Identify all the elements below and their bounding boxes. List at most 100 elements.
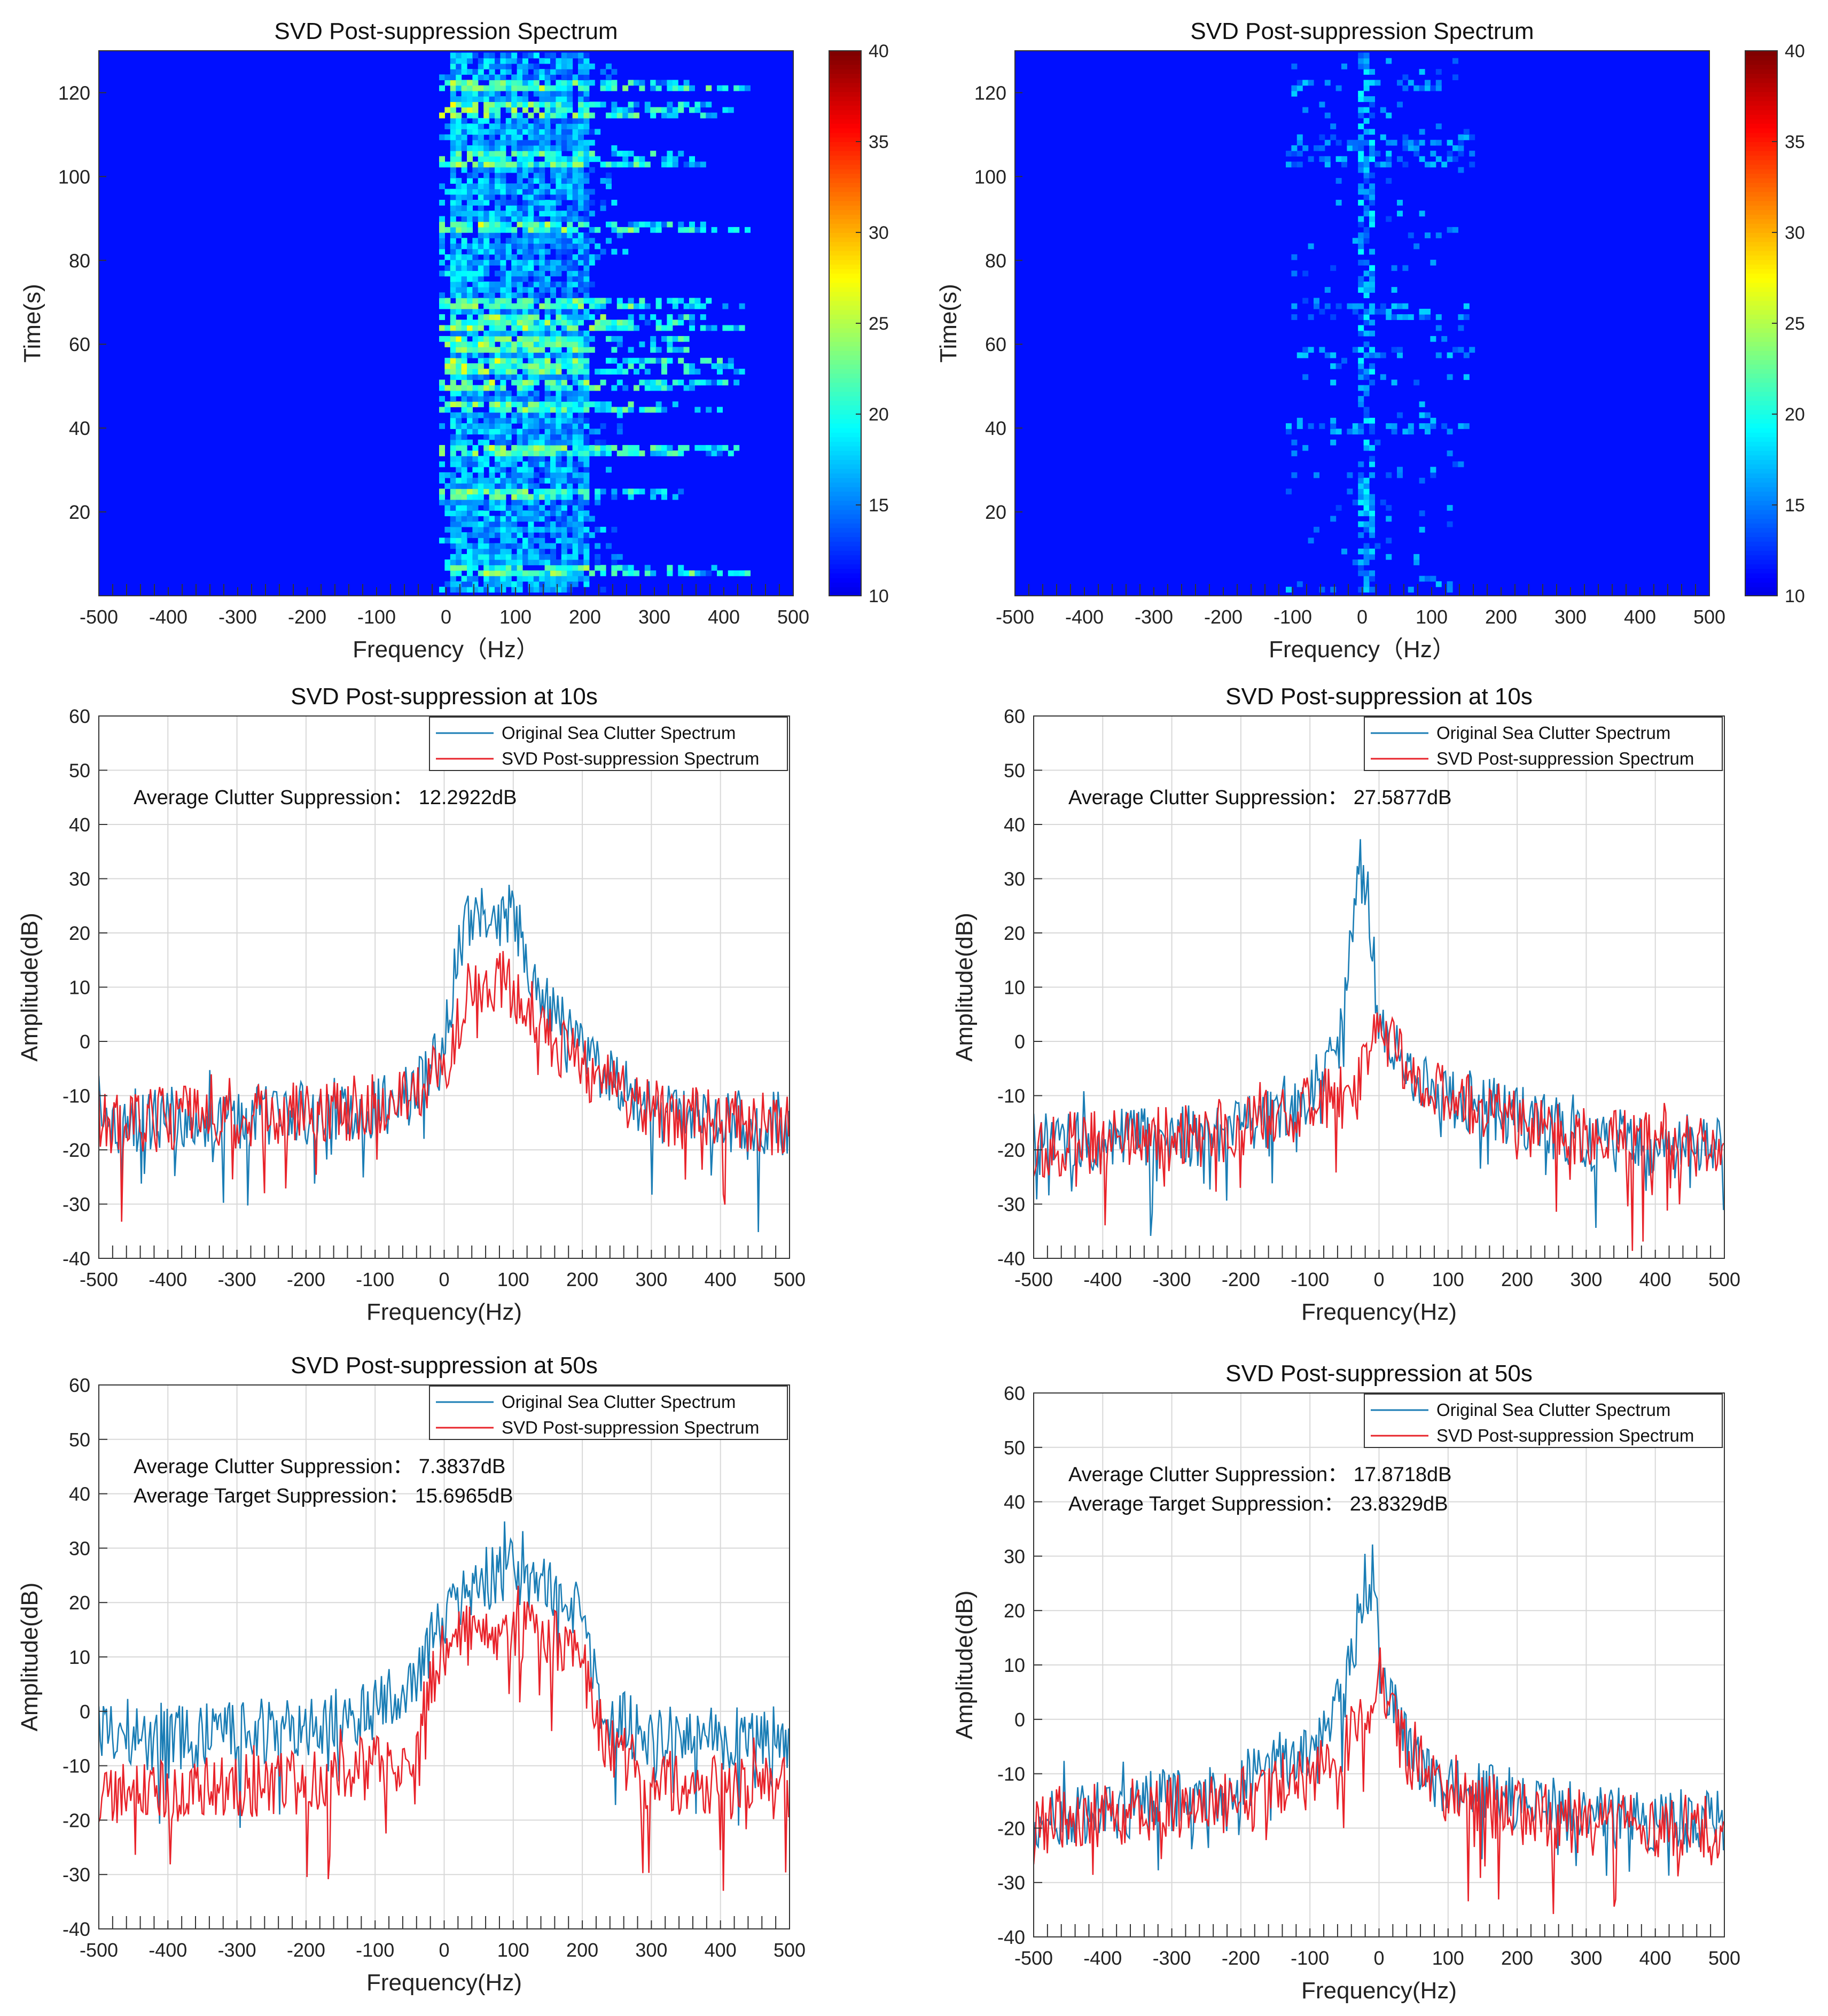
y-tick-label: -30 — [997, 1872, 1025, 1894]
x-axis-label: Frequency（Hz） — [353, 636, 540, 663]
y-tick-label: 40 — [69, 1483, 90, 1505]
y-tick-label: -20 — [63, 1139, 90, 1161]
legend: Original Sea Clutter Spectrum SVD Post-su… — [429, 717, 788, 771]
series-line-svd — [99, 951, 790, 1222]
y-tick-label: 50 — [69, 1429, 90, 1451]
x-tick-label: 100 — [497, 1939, 529, 1961]
y-tick-label: 30 — [1004, 1545, 1025, 1567]
y-axis-label: Amplitude(dB) — [17, 913, 43, 1062]
y-tick-label: 0 — [1014, 1709, 1025, 1731]
x-tick-label: 400 — [1639, 1268, 1671, 1290]
x-tick-label: 100 — [1432, 1947, 1464, 1969]
x-tick-label: 0 — [441, 606, 451, 628]
x-axis-label: Frequency(Hz) — [1301, 1978, 1457, 2004]
x-tick-label: 0 — [439, 1268, 449, 1290]
colorbar-tick-label: 25 — [1785, 314, 1805, 334]
y-tick-label: 40 — [1004, 1491, 1025, 1513]
x-tick-label: 200 — [1501, 1947, 1533, 1969]
x-tick-label: 100 — [499, 606, 532, 628]
x-tick-label: 100 — [497, 1268, 529, 1290]
y-tick-label: 40 — [1004, 814, 1025, 836]
y-tick-label: 20 — [69, 922, 90, 944]
x-tick-label: -300 — [1135, 606, 1173, 628]
x-tick-label: 0 — [439, 1939, 449, 1961]
x-tick-label: 500 — [774, 1268, 806, 1290]
chart-title: SVD Post-suppression at 50s — [291, 1352, 598, 1379]
x-tick-label: -500 — [1014, 1268, 1053, 1290]
colorbar: 10 15 20 25 30 35 40 — [829, 41, 889, 606]
x-tick-label: -400 — [1083, 1947, 1122, 1969]
legend-label: Original Sea Clutter Spectrum — [502, 723, 736, 743]
x-tick-label: -500 — [80, 606, 118, 628]
series-line-svd — [1034, 1012, 1724, 1251]
colorbar-tick-label: 20 — [1785, 404, 1805, 425]
x-tick-label: 200 — [569, 606, 601, 628]
line-chart-line_50_right: -500 -400 -300 -200 -100 0 100 200 300 400 500-40-… — [951, 1360, 1740, 2004]
x-tick-label: 100 — [1416, 606, 1448, 628]
annotation-text: Average Clutter Suppression： 27.5877dB — [1068, 787, 1452, 809]
y-tick-label: 20 — [69, 1592, 90, 1614]
x-tick-label: -100 — [356, 1268, 394, 1290]
spectrogram-cells — [439, 52, 751, 593]
y-tick-label: 60 — [1004, 1382, 1025, 1404]
x-tick-label: 0 — [1373, 1947, 1384, 1969]
x-axis-label: Frequency（Hz） — [1269, 636, 1456, 663]
y-tick-label: 80 — [985, 250, 1006, 271]
y-tick-label: 60 — [69, 705, 90, 727]
x-axis-label: Frequency(Hz) — [366, 1299, 522, 1325]
legend-label: SVD Post-suppression Spectrum — [502, 749, 759, 768]
y-tick-label: 60 — [1004, 705, 1025, 727]
colorbar-tick-label: 35 — [869, 132, 889, 152]
x-tick-label: -500 — [996, 606, 1034, 628]
y-tick-label: -40 — [997, 1926, 1025, 1948]
x-tick-label: 300 — [635, 1268, 667, 1290]
y-tick-label: 10 — [1004, 977, 1025, 999]
y-tick-label: -30 — [63, 1194, 90, 1216]
x-tick-label: -200 — [288, 606, 326, 628]
x-tick-label: 500 — [1693, 606, 1725, 628]
x-tick-label: 500 — [777, 606, 809, 628]
series-line-svd — [99, 1585, 790, 1891]
y-tick-label: 20 — [1004, 1600, 1025, 1622]
x-tick-label: 400 — [705, 1268, 737, 1290]
y-tick-label: -40 — [63, 1918, 90, 1940]
legend: Original Sea Clutter Spectrum SVD Post-su… — [1364, 1394, 1723, 1448]
y-tick-label: 20 — [985, 501, 1006, 523]
x-tick-label: 300 — [1570, 1268, 1602, 1290]
colorbar-tick-label: 25 — [869, 314, 889, 334]
x-tick-label: 400 — [708, 606, 740, 628]
x-tick-label: -400 — [149, 1939, 187, 1961]
x-tick-label: 300 — [635, 1939, 667, 1961]
colorbar-tick-label: 10 — [869, 586, 889, 606]
chart-title: SVD Post-suppression Spectrum — [1190, 18, 1534, 44]
y-tick-label: 50 — [1004, 760, 1025, 782]
x-tick-label: -100 — [1291, 1268, 1329, 1290]
legend-label: SVD Post-suppression Spectrum — [502, 1418, 759, 1437]
y-tick-label: -10 — [63, 1755, 90, 1777]
x-tick-label: 200 — [566, 1268, 598, 1290]
x-tick-label: -500 — [80, 1939, 118, 1961]
y-tick-label: 120 — [974, 82, 1006, 104]
colorbar-tick-label: 10 — [1785, 586, 1805, 606]
y-tick-label: -20 — [997, 1139, 1025, 1161]
y-tick-label: 0 — [80, 1031, 90, 1053]
line-chart-line_10_right: -500 -400 -300 -200 -100 0 100 200 300 400 500-40-… — [951, 683, 1740, 1325]
x-tick-label: 200 — [566, 1939, 598, 1961]
y-tick-label: 120 — [58, 82, 90, 104]
y-tick-label: 100 — [58, 166, 90, 188]
chart-title: SVD Post-suppression Spectrum — [274, 18, 618, 44]
y-tick-label: -20 — [63, 1809, 90, 1831]
y-tick-label: -30 — [63, 1864, 90, 1886]
legend-label: Original Sea Clutter Spectrum — [1436, 723, 1670, 743]
y-tick-label: 40 — [69, 417, 90, 439]
x-tick-label: 300 — [1570, 1947, 1602, 1969]
x-tick-label: -400 — [149, 606, 188, 628]
y-tick-label: 40 — [69, 814, 90, 836]
x-tick-label: 400 — [1639, 1947, 1671, 1969]
y-tick-label: -40 — [63, 1248, 90, 1270]
x-tick-label: 100 — [1432, 1268, 1464, 1290]
colorbar-tick-label: 15 — [1785, 495, 1805, 516]
legend: Original Sea Clutter Spectrum SVD Post-su… — [1364, 717, 1723, 771]
x-tick-label: -200 — [287, 1939, 325, 1961]
